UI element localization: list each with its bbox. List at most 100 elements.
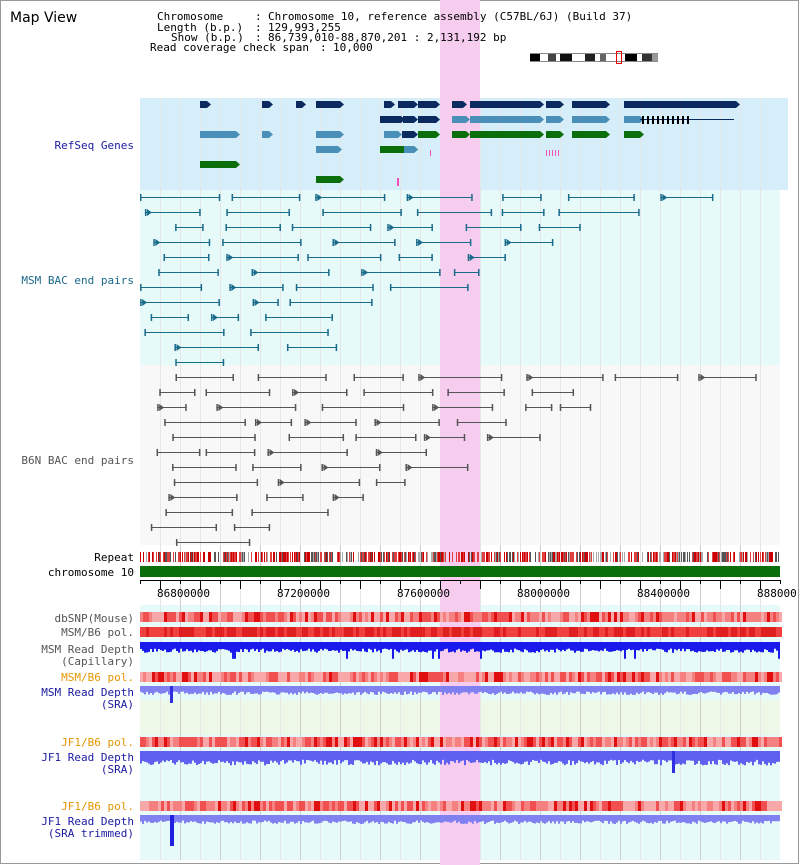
msm-depth-sra-bar [516,686,518,694]
msm-depth-capillary-bar [686,642,688,650]
msm-depth-sra-bar [384,686,386,693]
repeat-element [215,552,216,562]
msm-bac-pair-arrow [176,344,182,351]
msm-depth-sra-bar [304,686,306,694]
msm-b6-pol-cell [446,627,449,637]
msm-b6-pol-sra-cell [662,672,665,682]
jf1-b6-pol-cell [206,737,209,747]
track-label-jf1-b6-pol-1[interactable]: JF1/B6 pol. [61,736,134,749]
msm-b6-pol-cell [476,627,479,637]
msm-depth-sra-bar [418,686,420,693]
repeat-element [775,552,776,562]
jf1-b6-pol-2-cell [539,801,542,811]
track-label-msm-depth-capillary[interactable]: MSM Read Depth [41,643,134,656]
dbsnp-cell [425,612,428,622]
msm-b6-pol-cell [233,627,236,637]
jf1-depth-sra-bar [186,751,188,765]
jf1-depth-sra-bar [606,751,608,764]
jf1-depth-trimmed-bar [436,815,438,823]
repeat-element [372,552,373,562]
dbsnp-cell [773,612,776,622]
msm-b6-pol-cell [302,627,305,637]
jf1-b6-pol-2-cell [353,801,356,811]
repeat-element [380,552,381,562]
track-label-msm-depth-sra[interactable]: MSM Read Depth [41,686,134,699]
msm-depth-capillary-bar [484,642,486,652]
refseq-gene [402,131,414,138]
track-label-jf1-depth-sra[interactable]: JF1 Read Depth [41,751,134,764]
jf1-depth-sra-bar [154,751,156,763]
msm-b6-pol-sra-cell [455,672,458,682]
msm-depth-capillary-bar [520,642,522,652]
msm-bac-pair-end [208,254,210,261]
msm-depth-sra-bar [270,686,272,693]
jf1-depth-sra-bar [744,751,746,766]
msm-bac-pair-end [223,329,225,336]
repeat-element [285,552,286,562]
jf1-b6-pol-2-cell [470,801,473,811]
track-label-dbsnp[interactable]: dbSNP(Mouse) [54,612,134,625]
b6n-bac-pair-end [602,374,604,381]
jf1-b6-pol-cell [407,737,410,747]
track-label-repeat[interactable]: Repeat [94,551,134,564]
msm-b6-pol-cell [287,627,290,637]
b6n-bac-pair-arrow [434,404,440,411]
msm-b6-pol-sra-cell [533,672,536,682]
msm-b6-pol-sra-cell [671,672,674,682]
track-label-refseq[interactable]: RefSeq Genes [54,139,134,152]
track-label-chromosome[interactable]: chromosome 10 [47,566,134,579]
b6n-bac-pair-arrow [700,374,706,381]
msm-depth-capillary-bar [222,642,224,650]
msm-b6-pol-sra-cell [449,672,452,682]
jf1-depth-sra-bar [450,751,452,762]
repeat-element [264,552,265,562]
msm-b6-pol-cell [227,627,230,637]
jf1-b6-pol-2-cell [512,801,515,811]
repeat-element [358,552,359,562]
refseq-gene-arrow [736,101,740,108]
msm-b6-pol-sra-cell [410,672,413,682]
repeat-element [696,552,697,562]
msm-b6-pol-cell [737,627,740,637]
msm-depth-capillary-bar [508,642,510,653]
jf1-depth-trimmed-bar [722,815,724,822]
msm-depth-sra-bar [716,686,718,693]
jf1-depth-sra-bar [208,751,210,762]
jf1-depth-sra-bar [656,751,658,765]
refseq-gene-arrow [560,131,564,138]
msm-depth-capillary-bar [758,642,760,652]
dbsnp-cell [713,612,716,622]
track-label-msm-bac[interactable]: MSM BAC end pairs [21,274,134,287]
jf1-b6-pol-cell [461,737,464,747]
jf1-depth-trimmed-bar [166,815,168,822]
jf1-depth-sra-bar [536,751,538,761]
refseq-gene-arrow [340,131,344,138]
jf1-depth-sra-bar [376,751,378,761]
msm-b6-pol-sra-cell [305,672,308,682]
jf1-b6-pol-cell [539,737,542,747]
track-label-msm-b6-pol-sra[interactable]: MSM/B6 pol. [61,671,134,684]
b6n-bac-pair-end [525,404,527,411]
msm-b6-pol-sra-cell [308,672,311,682]
track-label-b6n-bac[interactable]: B6N BAC end pairs [21,454,134,467]
jf1-depth-trimmed-bar [686,815,688,824]
repeat-element [248,552,249,562]
refseq-gene [418,101,436,108]
repeat-element [228,552,229,562]
msm-bac-pair-end [251,269,254,276]
track-label-jf1-depth-trimmed[interactable]: JF1 Read Depth [41,815,134,828]
msm-bac-pair-end [439,269,441,276]
dbsnp-cell [767,612,770,622]
msm-depth-sra-bar [492,686,494,694]
track-label-jf1-b6-pol-2[interactable]: JF1/B6 pol. [61,800,134,813]
msm-bac-pair-end [140,284,142,291]
jf1-b6-pol-2-cell [530,801,533,811]
repeat-element [431,552,432,562]
track-label-msm-b6-pol[interactable]: MSM/B6 pol. [61,626,134,639]
jf1-depth-sra-bar [176,751,178,763]
msm-b6-pol-sra-cell [425,672,428,682]
msm-b6-pol-cell [539,627,542,637]
repeat-element [369,552,370,562]
